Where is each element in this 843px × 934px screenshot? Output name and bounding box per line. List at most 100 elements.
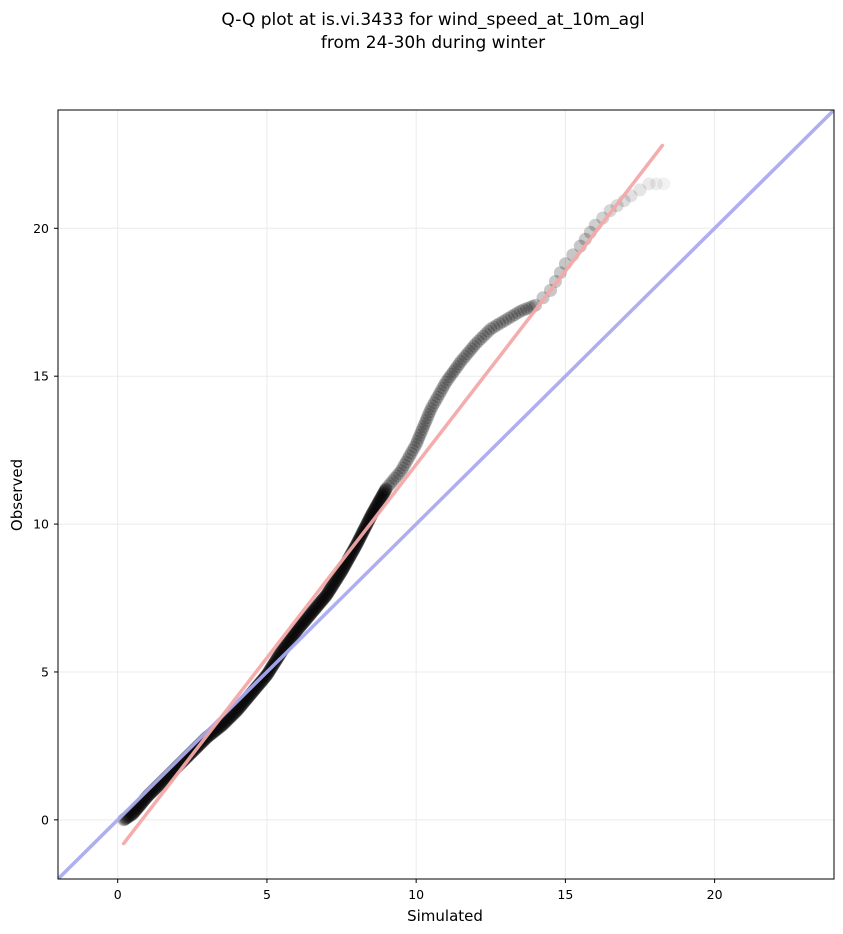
qq-point [448, 362, 462, 376]
qq-point [323, 583, 337, 597]
qq-point [289, 624, 303, 638]
qq-point [306, 604, 320, 618]
qq-point [463, 344, 476, 358]
qq-point [372, 495, 386, 509]
qq-point [270, 652, 284, 666]
qq-point [288, 626, 302, 640]
qq-point [329, 574, 343, 587]
qq-point [296, 616, 310, 630]
qq-point [467, 339, 481, 353]
qq-point [317, 591, 331, 605]
qq-point [514, 304, 528, 318]
y-tick-label-4: 20 [33, 221, 49, 236]
qq-point [484, 322, 498, 336]
x-axis-label: Simulated [407, 907, 483, 925]
qq-point [505, 309, 519, 323]
qq-point [445, 367, 459, 381]
qq-point [487, 320, 501, 334]
qq-point [450, 360, 464, 374]
qq-point [307, 603, 321, 617]
qq-point [403, 449, 416, 463]
qq-point [325, 580, 339, 594]
qq-point [479, 327, 493, 341]
qq-point [427, 396, 441, 410]
qq-point [313, 596, 327, 610]
qq-point [315, 594, 329, 608]
qq-point [471, 334, 485, 348]
qq-point [284, 632, 298, 646]
qq-point [409, 437, 423, 451]
identity-line [58, 110, 834, 879]
chart-title-line-1: Q-Q plot at is.vi.3433 for wind_speed_at… [221, 10, 644, 30]
qq-point [413, 428, 427, 442]
fit-line [121, 143, 665, 846]
y-tick-label-2: 10 [33, 517, 49, 532]
qq-point [376, 488, 390, 502]
qq-point [257, 672, 270, 686]
qq-point [332, 569, 346, 583]
qq-point [460, 347, 474, 361]
qq-point [469, 337, 483, 351]
qq-point [318, 591, 332, 604]
qq-point [318, 590, 332, 604]
qq-point [454, 354, 468, 368]
qq-point [331, 571, 344, 585]
qq-point [333, 566, 347, 580]
qq-point [293, 620, 307, 633]
qq-point [298, 614, 312, 628]
qq-point [381, 479, 395, 493]
qq-point [474, 332, 488, 346]
qq-point [373, 493, 387, 507]
qq-point [401, 452, 415, 466]
qq-point [316, 592, 330, 606]
qq-point [633, 183, 647, 197]
qq-point [324, 582, 338, 596]
qq-point [432, 387, 446, 401]
qq-point [379, 483, 393, 496]
qq-point [321, 585, 335, 599]
qq-point [270, 652, 284, 665]
x-tick-label-3: 15 [557, 887, 573, 902]
qq-point [314, 595, 328, 608]
y-tick-label-1: 5 [41, 664, 49, 679]
qq-point [323, 584, 336, 597]
qq-point [295, 617, 309, 631]
qq-point [437, 378, 451, 392]
qq-point [301, 610, 315, 624]
qq-point [310, 599, 324, 613]
x-tick-label-0: 0 [114, 887, 122, 902]
qq-point [346, 543, 360, 557]
qq-point [347, 542, 361, 556]
qq-point [297, 616, 311, 629]
qq-point [287, 627, 301, 641]
qq-point [305, 606, 319, 620]
qq-point [293, 620, 306, 634]
qq-point [312, 597, 326, 611]
qq-point [394, 464, 408, 478]
qq-point [376, 487, 390, 501]
qq-point [259, 669, 273, 683]
qq-point [309, 601, 323, 615]
qq-point [436, 381, 450, 395]
qq-point [511, 306, 525, 320]
qq-point [309, 600, 323, 614]
qq-point [283, 633, 297, 647]
qq-point [287, 628, 301, 642]
y-tick-label-3: 15 [33, 369, 49, 384]
qq-point [417, 420, 431, 433]
qq-point [299, 613, 313, 627]
qq-point [291, 622, 305, 636]
qq-point [300, 612, 314, 625]
qq-point [414, 425, 428, 439]
qq-point [331, 570, 345, 584]
qq-point [375, 490, 389, 504]
qq-point [308, 602, 322, 616]
qq-point [408, 440, 421, 454]
qq-point [303, 608, 317, 622]
qq-point [423, 405, 437, 419]
qq-point [312, 598, 325, 612]
qq-point [378, 484, 392, 498]
qq-point [434, 384, 448, 398]
qq-point [333, 567, 347, 581]
x-tick-label-2: 10 [408, 887, 424, 902]
